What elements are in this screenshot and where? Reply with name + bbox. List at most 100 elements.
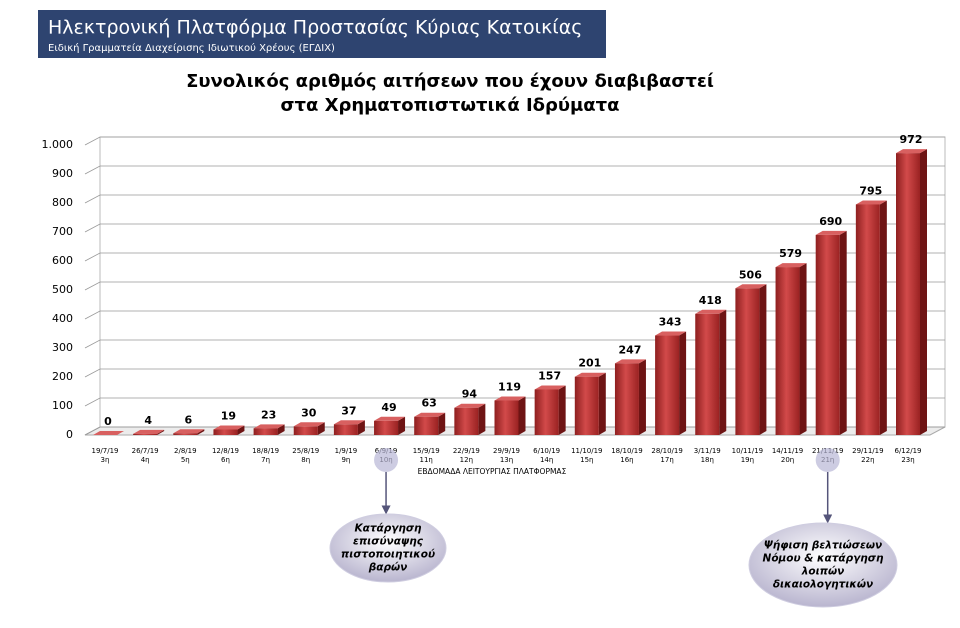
bar [293,426,318,435]
chart-title: στα Χρηματοπιστωτικά Ιδρύματα [280,95,619,116]
data-label: 23 [261,408,276,421]
x-tick-week: 18η [701,456,714,464]
bar [574,376,599,435]
x-tick-week: 6η [221,456,230,464]
bar-side [839,230,847,435]
bar [896,153,920,435]
data-label: 157 [538,369,561,382]
x-tick-week: 15η [580,456,593,464]
bar [614,363,639,435]
x-tick-week: 7η [261,456,270,464]
header-title: Ηλεκτρονική Πλατφόρμα Προστασίας Κύριας … [48,17,582,39]
bar [454,407,479,435]
bar-side [277,424,285,435]
x-tick-week: 9η [341,456,350,464]
x-tick-week: 20η [781,456,794,464]
chart-title: Συνολικός αριθμός αιτήσεων που έχουν δια… [186,71,714,92]
grid-line [84,136,945,146]
annotation-bubble [748,522,898,608]
bar-top [775,263,807,268]
bar-top [896,149,927,154]
x-tick-label: 11/10/19 [571,447,602,455]
bar [374,420,399,435]
data-label: 94 [462,388,478,401]
data-label: 19 [221,409,236,422]
bar [213,429,238,435]
header-banner [38,10,606,58]
y-tick-label: 0 [66,428,73,441]
data-label: 4 [144,414,152,427]
annotation-text: βαρών [368,562,408,574]
x-tick-label: 29/11/19 [852,447,883,455]
x-tick-label: 18/8/19 [252,447,279,455]
x-tick-week: 16η [620,456,633,464]
x-tick-label: 6/10/19 [533,447,560,455]
bar-side [920,149,927,435]
bar-side [558,385,566,435]
bar-top [494,396,526,401]
bar-side [357,420,365,435]
bar-side [197,429,205,435]
x-tick-week: 12η [460,456,473,464]
data-label: 37 [341,404,356,417]
bar-side [679,331,687,435]
header-subtitle: Ειδική Γραμματεία Διαχείρισης Ιδιωτικού … [48,42,335,54]
bar [655,335,680,435]
x-tick-label: 12/8/19 [212,447,239,455]
bar-side [759,284,767,435]
bar [133,433,158,435]
bar-top [614,359,646,364]
bar [695,313,720,435]
data-label: 247 [618,343,641,356]
bar [815,234,840,435]
bar [855,204,880,435]
bar-side [478,403,486,435]
bar [414,416,439,435]
data-label: 343 [659,316,682,329]
y-tick-label: 600 [52,254,73,267]
bar-side [719,309,727,435]
grid-line [84,281,945,291]
bar-top [735,284,767,289]
bar-top [213,425,245,430]
bar-side [317,422,325,435]
bar-top [815,230,847,235]
data-label: 579 [779,247,802,260]
x-tick-label: 28/10/19 [651,447,682,455]
annotation-text: Κατάργηση [354,523,422,535]
bar-side [638,359,646,435]
bar-side [879,200,887,435]
x-tick-label: 1/9/19 [335,447,358,455]
x-tick-week: 13η [500,456,513,464]
data-label: 795 [859,184,882,197]
x-tick-label: 25/8/19 [292,447,319,455]
data-label: 49 [381,401,396,414]
bar-top [374,416,406,421]
bar [534,389,559,435]
grid-line [84,252,945,262]
x-tick-label: 3/11/19 [694,447,721,455]
bar-top [173,429,205,434]
data-label: 0 [104,415,112,428]
bar-side [438,412,446,435]
y-tick-label: 400 [52,312,73,325]
x-tick-label: 29/9/19 [493,447,520,455]
x-tick-label: 18/10/19 [611,447,642,455]
data-label: 201 [578,357,601,370]
annotation-text: πιστοποιητικού [341,549,435,561]
bar-top [454,403,486,408]
grid-line [84,223,945,233]
y-tick-label: 300 [52,341,73,354]
data-label: 6 [184,413,192,426]
bar-side [157,429,165,435]
annotation-text: Ψήφιση βελτιώσεων [764,540,882,552]
data-label: 418 [699,294,722,307]
data-label: 690 [819,215,842,228]
annotation-text: Νόμου & κατάργηση [763,553,884,565]
x-tick-week: 19η [741,456,754,464]
data-label: 30 [301,406,317,419]
x-tick-label: 2/8/19 [174,447,197,455]
y-tick-label: 200 [52,370,73,383]
bar [333,424,358,435]
